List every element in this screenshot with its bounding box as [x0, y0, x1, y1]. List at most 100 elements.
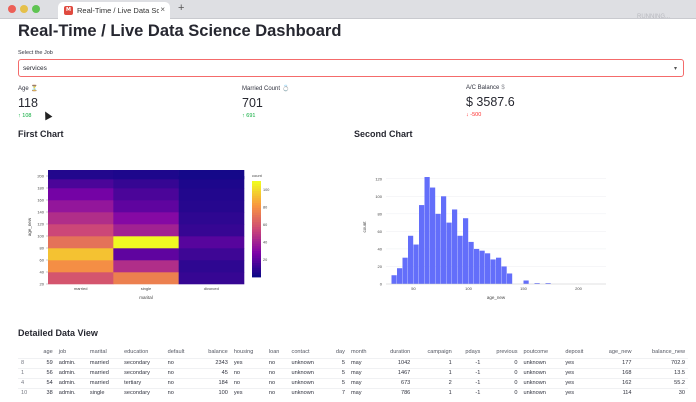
colorbar-segment: [252, 274, 261, 278]
metric-balance-delta: ↓ -500: [466, 112, 482, 118]
job-select-label: Select the Job: [18, 50, 53, 56]
y-tick-label: 140: [37, 210, 44, 215]
table-cell: unknown: [288, 367, 328, 378]
column-header[interactable]: housing: [233, 349, 254, 356]
column-header[interactable]: default: [167, 349, 185, 356]
table-row[interactable]: 4 54 admin. married tertiary no 184 no no unknown…: [18, 377, 688, 388]
new-tab-icon[interactable]: +: [178, 2, 185, 14]
job-select[interactable]: services ▾: [18, 59, 684, 77]
chevron-down-icon[interactable]: ▾: [673, 66, 677, 72]
table-cell: secondary: [121, 357, 165, 368]
first-chart-heading: First Chart: [18, 129, 64, 139]
table-cell: no: [265, 377, 289, 388]
metric-balance-label: A/C Balance: [466, 85, 500, 91]
browser-tab[interactable]: M Real-Time / Live Data Sci ×: [58, 2, 170, 19]
column-header[interactable]: deposit: [565, 349, 584, 356]
table-cell: secondary: [121, 387, 165, 398]
x-tick-label: married: [74, 286, 88, 291]
table-cell: -1: [454, 387, 484, 398]
page-title: Real-Time / Live Data Science Dashboard: [18, 22, 342, 40]
table-cell: no: [164, 377, 196, 388]
tab-close-icon[interactable]: ×: [160, 5, 165, 14]
column-header[interactable]: age: [43, 349, 53, 356]
table-cell: unknown: [288, 387, 328, 398]
table-cell: yes: [562, 387, 596, 398]
colorbar-segment: [252, 238, 261, 242]
y-tick-label: 80: [378, 211, 383, 216]
column-header[interactable]: age_new: [608, 349, 632, 356]
heatmap-cell: [48, 272, 114, 285]
window-close-icon[interactable]: [8, 5, 16, 13]
y-tick-label: 40: [378, 246, 383, 251]
metric-balance-value: $ 3587.6: [466, 95, 515, 109]
column-header[interactable]: day: [335, 349, 345, 356]
column-header[interactable]: previous: [496, 349, 518, 356]
colorbar-segment: [252, 224, 261, 227]
column-header[interactable]: balance_new: [652, 349, 685, 356]
metric-age: Age ⏳ 118 ↑ 108: [18, 85, 38, 119]
heatmap-cell: [178, 188, 245, 201]
table-cell: 59: [34, 357, 56, 368]
colorbar-segment: [252, 245, 261, 249]
histogram-bar: [413, 244, 419, 284]
table-cell: 5: [327, 377, 348, 388]
heatmap-cell: [113, 188, 179, 201]
table-cell: may: [347, 377, 378, 388]
column-header[interactable]: job: [58, 349, 67, 356]
heatmap-cell: [113, 212, 179, 225]
table-row[interactable]: 10 38 admin. single secondary no 100 yes no unkno…: [18, 387, 688, 398]
heatmap-cell: [48, 176, 114, 189]
column-header[interactable]: balance: [208, 349, 228, 356]
colorbar-segment: [252, 197, 261, 201]
window-minimize-icon[interactable]: [20, 5, 28, 13]
histogram-bar: [402, 257, 408, 284]
histogram-bar: [485, 253, 491, 284]
heatmap-cell: [48, 170, 114, 180]
heatmap-cell: [113, 170, 179, 180]
table-cell: unknown: [520, 367, 563, 378]
column-header[interactable]: duration: [390, 349, 411, 356]
heatmap-cell: [48, 188, 114, 201]
column-header[interactable]: month: [350, 349, 367, 356]
table-cell: may: [347, 387, 378, 398]
table-cell: 702.9: [634, 357, 688, 368]
colorbar-segment: [252, 267, 261, 271]
table-cell: 1467: [377, 367, 414, 378]
table-row[interactable]: 1 56 admin. married secondary no 45 no no unknown…: [18, 367, 688, 378]
column-header[interactable]: pdays: [465, 349, 481, 356]
hourglass-icon: ⏳: [30, 86, 39, 92]
column-header[interactable]: contact: [291, 349, 310, 356]
heatmap-cell: [113, 236, 179, 249]
table-cell: admin.: [55, 377, 87, 388]
x-axis-label: marital: [139, 295, 153, 300]
table-cell: may: [347, 357, 378, 368]
table-row[interactable]: 8 59 admin. married secondary no 2343 yes no unkn…: [18, 357, 688, 368]
table-cell: yes: [230, 357, 266, 368]
colorbar-segment: [252, 193, 261, 196]
heatmap-cell: [48, 236, 114, 249]
column-header[interactable]: poutcome: [523, 349, 549, 356]
colorbar-segment: [252, 200, 261, 203]
column-header[interactable]: marital: [89, 349, 107, 356]
table-cell: 100: [195, 387, 231, 398]
metric-married-count: Married Count 💍 701 ↑ 691: [242, 85, 290, 119]
heatmap-cell: [178, 176, 245, 189]
heatmap-cell: [113, 248, 179, 261]
histogram-bar: [534, 283, 540, 284]
colorbar-segment: [252, 233, 261, 237]
column-header[interactable]: education: [124, 349, 149, 356]
column-header[interactable]: loan: [268, 349, 280, 356]
y-tick-label: 80: [40, 246, 45, 251]
table-cell: secondary: [121, 367, 165, 378]
browser-tab-bar: M Real-Time / Live Data Sci × +: [0, 0, 696, 19]
colorbar-segment: [252, 250, 261, 254]
y-tick-label: 60: [378, 229, 383, 234]
table-cell: 184: [195, 377, 231, 388]
table-cell: no: [265, 357, 289, 368]
column-header[interactable]: [18, 347, 35, 358]
histogram-bar: [468, 241, 474, 284]
column-header[interactable]: campaign: [427, 349, 452, 356]
window-maximize-icon[interactable]: [32, 5, 40, 13]
colorbar-tick-label: 40: [263, 241, 267, 245]
data-table[interactable]: age job marital education default balance hous…: [18, 347, 688, 398]
